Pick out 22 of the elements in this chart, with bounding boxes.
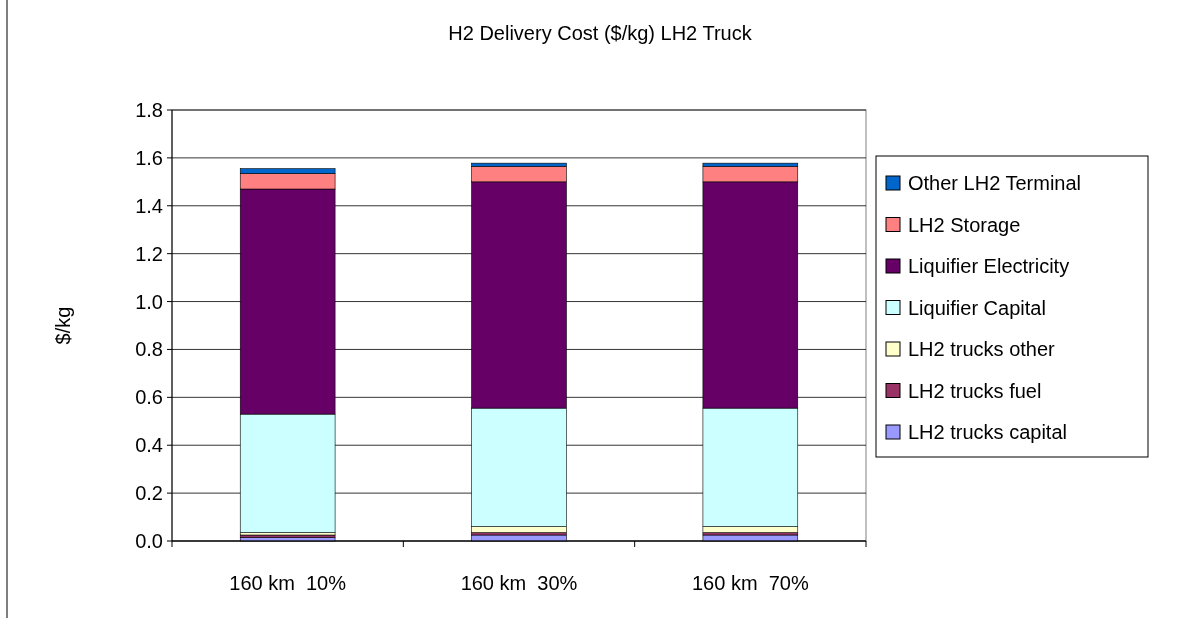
legend-label: Other LH2 Terminal [908, 172, 1082, 194]
y-tick-label: 1.0 [135, 290, 163, 313]
legend-label: Liquifier Capital [908, 296, 1046, 319]
y-tick-label: 0.4 [135, 434, 163, 457]
legend-label: LH2 trucks other [908, 338, 1056, 360]
y-tick-label: 0.2 [135, 482, 163, 505]
legend-label: Liquifier Electricity [908, 255, 1070, 277]
chart-title: H2 Delivery Cost ($/kg) LH2 Truck [448, 22, 753, 44]
y-tick-label: 1.8 [135, 99, 163, 121]
y-tick-label: 1.2 [135, 242, 163, 265]
y-tick-label: 0.0 [135, 530, 163, 552]
legend-label: LH2 Storage [908, 213, 1021, 236]
x-tick-label: 160 km 70% [691, 572, 809, 594]
x-tick-label: 160 km 30% [460, 572, 578, 594]
legend-label: LH2 trucks fuel [908, 379, 1042, 402]
y-axis-title: $/kg [52, 306, 74, 345]
y-tick-label: 1.6 [135, 146, 163, 169]
y-tick-label: 1.4 [135, 194, 163, 217]
x-tick-label: 160 km 10% [229, 572, 347, 594]
legend-label: LH2 trucks capital [908, 421, 1067, 443]
y-tick-label: 0.6 [135, 386, 163, 409]
y-tick-label: 0.8 [135, 338, 163, 361]
